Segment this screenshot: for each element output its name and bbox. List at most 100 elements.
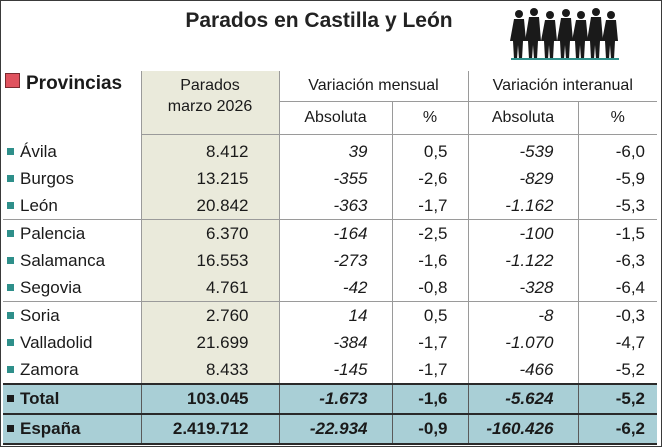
bullet-square-icon <box>7 283 14 291</box>
table-row: Valladolid 21.699 -384 -1,7 -1.070 -4,7 <box>3 329 657 356</box>
mensual-pct-value-text: -1,7 <box>418 359 448 379</box>
mensual-absoluta-value-text: -42 <box>342 277 368 297</box>
parados-value-text: 6.370 <box>205 223 249 243</box>
parados-value-text: 20.842 <box>196 195 249 215</box>
total-mensual-pct-value: -1,6 <box>392 383 469 415</box>
parados-value: 8.412 <box>140 138 280 165</box>
mensual-pct-value: -1,7 <box>392 329 469 356</box>
total-name-text: España <box>20 419 81 438</box>
province-name-text: Zamora <box>20 359 79 379</box>
interanual-pct-value-text: -6,0 <box>615 141 646 161</box>
interanual-absoluta-value-text: -829 <box>519 168 554 188</box>
table-row: Burgos 13.215 -355 -2,6 -829 -5,9 <box>3 165 657 192</box>
interanual-pct-value: -1,5 <box>578 220 657 248</box>
bullet-square-icon <box>7 174 14 182</box>
total-mensual-pct-value-text: -0,9 <box>418 419 448 438</box>
mensual-pct-value-text: 0,5 <box>423 305 448 325</box>
total-parados-value-text: 103.045 <box>187 389 249 408</box>
total-mensual-pct-value: -0,9 <box>392 413 469 445</box>
espana-row: España 2.419.712 -22.934 -0,9 -160.426 -6,2 <box>3 413 658 445</box>
interanual-absoluta-value-text: -1.122 <box>505 250 554 270</box>
mensual-absoluta-value: -384 <box>279 329 393 356</box>
province-name: Valladolid <box>3 329 141 356</box>
total-interanual-pct-value: -6,2 <box>578 413 658 445</box>
interanual-pct-value: -6,4 <box>578 274 658 302</box>
parados-value: 16.553 <box>140 247 280 274</box>
table-row: León 20.842 -363 -1,7 -1.162 -5,3 <box>3 192 658 220</box>
total-row: Total 103.045 -1.673 -1,6 -5.624 -5,2 <box>3 383 658 415</box>
parados-value: 13.215 <box>140 165 280 192</box>
unemployment-table: Provincias Parados marzo 2026 Variación m… <box>3 71 658 445</box>
interanual-pct-value-text: -5,2 <box>615 359 646 379</box>
interanual-pct-value: -0,3 <box>578 302 657 330</box>
interanual-pct-value: -5,3 <box>578 192 658 220</box>
province-name: Soria <box>3 302 141 330</box>
parados-value: 8.433 <box>140 356 280 384</box>
interanual-pct-value: -5,9 <box>578 165 657 192</box>
mensual-pct-value: -0,8 <box>392 274 469 302</box>
mensual-absoluta-value-text: 39 <box>348 141 368 161</box>
interanual-absoluta-value: -8 <box>468 301 579 329</box>
mensual-absoluta-value: -355 <box>279 165 393 192</box>
mensual-absoluta-value-text: -363 <box>333 195 368 215</box>
provincias-header: Provincias <box>3 71 141 135</box>
interanual-pct-value-text: -6,3 <box>615 250 646 270</box>
interanual-pct-value-text: -5,9 <box>615 168 646 188</box>
interanual-absoluta-value-text: -8 <box>538 305 554 325</box>
parados-value: 6.370 <box>140 219 280 247</box>
total-name: Total <box>3 383 141 415</box>
parados-value-text: 16.553 <box>196 250 249 270</box>
provincias-square-icon <box>5 73 20 88</box>
province-name-text: Valladolid <box>20 332 93 352</box>
interanual-pct-value: -6,0 <box>578 138 657 165</box>
bullet-square-icon <box>7 425 14 432</box>
province-name: Palencia <box>3 220 141 248</box>
total-interanual-absoluta-value-text: -5.624 <box>505 389 554 408</box>
page-title: Parados en Castilla y León <box>185 9 453 32</box>
mensual-pct-value-text: -2,6 <box>418 168 448 188</box>
total-interanual-absoluta-value-text: -160.426 <box>486 419 554 438</box>
table-row: Zamora 8.433 -145 -1,7 -466 -5,2 <box>3 356 657 384</box>
mensual-absoluta-value: -164 <box>279 219 393 247</box>
interanual-pct-header: % <box>578 101 658 135</box>
table-row: Soria 2.760 14 0,5 -8 -0,3 <box>3 301 657 330</box>
parados-value-text: 4.761 <box>205 277 249 297</box>
parados-value-text: 8.433 <box>205 359 249 379</box>
interanual-pct-value-text: -6,4 <box>615 277 646 297</box>
bullet-square-icon <box>7 256 14 264</box>
total-name: España <box>3 413 141 445</box>
mensual-pct-value: -2,6 <box>392 165 469 192</box>
parados-header: Parados marzo 2026 <box>140 71 280 135</box>
mensual-pct-value-text: -0,8 <box>418 277 448 297</box>
mensual-absoluta-value: -363 <box>279 192 393 220</box>
province-name: Zamora <box>3 356 141 384</box>
province-name-text: Soria <box>20 305 60 325</box>
mensual-absoluta-value-text: -384 <box>333 332 368 352</box>
bullet-square-icon <box>7 201 14 209</box>
mensual-pct-value: -1,7 <box>392 356 469 384</box>
province-name-text: Palencia <box>20 223 86 243</box>
interanual-pct-value-text: -5,3 <box>615 195 646 215</box>
interanual-absoluta-header: Absoluta <box>468 101 579 135</box>
table-row: Ávila 8.412 39 0,5 -539 -6,0 <box>3 138 657 165</box>
mensual-pct-value: -2,5 <box>392 219 469 247</box>
table-row: Segovia 4.761 -42 -0,8 -328 -6,4 <box>3 274 658 302</box>
parados-value: 21.699 <box>140 329 280 356</box>
mensual-pct-value: -1,6 <box>392 247 469 274</box>
total-parados-value: 103.045 <box>140 383 280 415</box>
mensual-pct-value-text: -1,7 <box>418 195 448 215</box>
mensual-pct-value-text: -2,5 <box>418 223 448 243</box>
province-name: Ávila <box>3 138 141 165</box>
mensual-absoluta-value: -145 <box>279 356 393 384</box>
mensual-absoluta-value-text: -273 <box>333 250 368 270</box>
total-mensual-absoluta-value-text: -1.673 <box>319 389 368 408</box>
total-name-text: Total <box>20 389 60 408</box>
parados-value-text: 21.699 <box>196 332 249 352</box>
interanual-absoluta-value-text: -539 <box>519 141 554 161</box>
mensual-absoluta-value-text: -145 <box>333 359 368 379</box>
interanual-pct-value: -5,2 <box>578 356 657 384</box>
variacion-interanual-header: Variación interanual <box>468 71 658 102</box>
total-interanual-absoluta-value: -160.426 <box>468 413 579 445</box>
mensual-pct-value-text: -1,7 <box>418 332 448 352</box>
mensual-absoluta-value-text: -355 <box>333 168 368 188</box>
